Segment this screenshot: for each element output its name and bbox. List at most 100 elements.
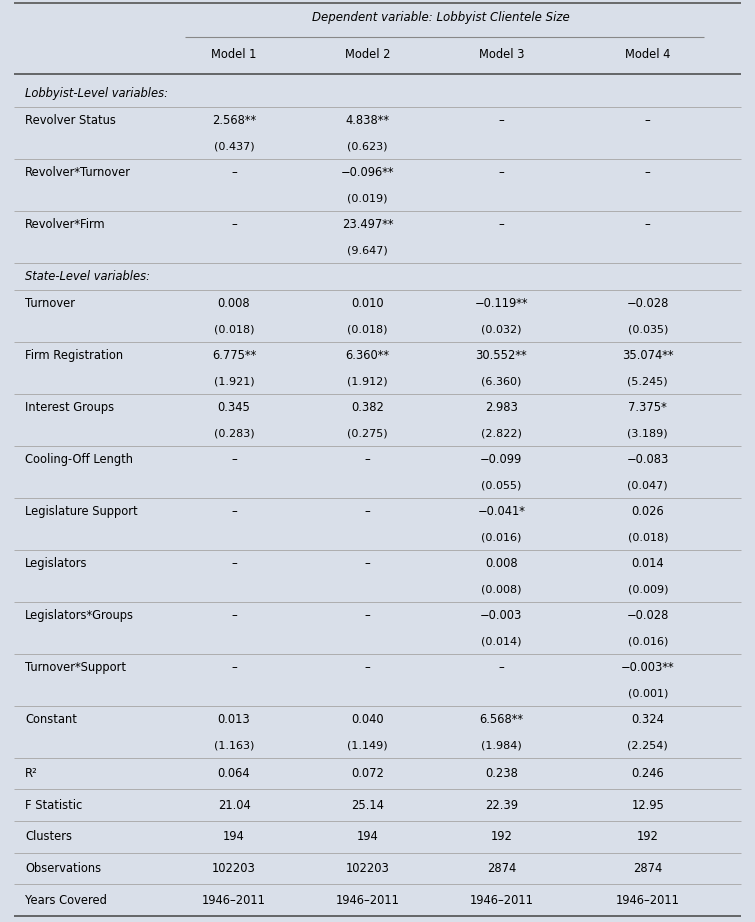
Text: 4.838**: 4.838** <box>346 114 390 127</box>
Text: Clusters: Clusters <box>25 831 72 844</box>
Text: –: – <box>365 453 371 467</box>
Text: 6.568**: 6.568** <box>479 713 523 726</box>
Text: (0.032): (0.032) <box>481 325 522 335</box>
Text: 0.345: 0.345 <box>217 401 251 414</box>
Text: –: – <box>231 661 237 674</box>
Text: Turnover: Turnover <box>25 297 75 310</box>
Text: –: – <box>498 114 504 127</box>
Text: (0.009): (0.009) <box>627 585 668 595</box>
Text: (0.018): (0.018) <box>214 325 254 335</box>
Text: 2.983: 2.983 <box>485 401 518 414</box>
Text: State-Level variables:: State-Level variables: <box>25 270 150 283</box>
Text: R²: R² <box>25 767 38 780</box>
Text: (0.001): (0.001) <box>627 689 668 699</box>
Text: 102203: 102203 <box>346 862 390 875</box>
Text: –: – <box>498 661 504 674</box>
Text: Interest Groups: Interest Groups <box>25 401 114 414</box>
Text: −0.099: −0.099 <box>480 453 522 467</box>
Text: 1946–2011: 1946–2011 <box>470 893 533 906</box>
Text: –: – <box>645 166 651 179</box>
Text: F Statistic: F Statistic <box>25 798 82 811</box>
Text: Model 4: Model 4 <box>625 49 670 62</box>
Text: 7.375*: 7.375* <box>628 401 667 414</box>
Text: –: – <box>365 505 371 518</box>
Text: −0.028: −0.028 <box>627 609 669 622</box>
Text: –: – <box>645 219 651 231</box>
Text: 1946–2011: 1946–2011 <box>616 893 680 906</box>
Text: (1.984): (1.984) <box>481 740 522 751</box>
Text: (1.912): (1.912) <box>347 377 388 386</box>
Text: 12.95: 12.95 <box>631 798 664 811</box>
Text: 2874: 2874 <box>487 862 516 875</box>
Text: 0.008: 0.008 <box>217 297 251 310</box>
Text: (0.018): (0.018) <box>347 325 388 335</box>
Text: −0.119**: −0.119** <box>475 297 528 310</box>
Text: –: – <box>231 505 237 518</box>
Text: 25.14: 25.14 <box>351 798 384 811</box>
Text: (1.921): (1.921) <box>214 377 254 386</box>
Text: (0.623): (0.623) <box>347 142 388 151</box>
Text: 0.040: 0.040 <box>351 713 384 726</box>
Text: 23.497**: 23.497** <box>342 219 393 231</box>
Text: 21.04: 21.04 <box>217 798 251 811</box>
Text: (0.014): (0.014) <box>481 636 522 646</box>
Text: Legislature Support: Legislature Support <box>25 505 137 518</box>
Text: −0.096**: −0.096** <box>341 166 394 179</box>
Text: 0.026: 0.026 <box>631 505 664 518</box>
Text: (0.016): (0.016) <box>481 533 522 542</box>
Text: 2.568**: 2.568** <box>212 114 256 127</box>
Text: –: – <box>231 166 237 179</box>
Text: Legislators: Legislators <box>25 557 88 570</box>
Text: –: – <box>365 609 371 622</box>
Text: (9.647): (9.647) <box>347 245 388 255</box>
Text: (0.016): (0.016) <box>627 636 668 646</box>
Text: 1946–2011: 1946–2011 <box>336 893 399 906</box>
Text: (1.149): (1.149) <box>347 740 388 751</box>
Text: 0.008: 0.008 <box>485 557 518 570</box>
Text: 2874: 2874 <box>633 862 662 875</box>
Text: 194: 194 <box>223 831 245 844</box>
Text: 0.013: 0.013 <box>217 713 251 726</box>
Text: 0.382: 0.382 <box>351 401 384 414</box>
Text: 0.064: 0.064 <box>217 767 251 780</box>
Text: 192: 192 <box>637 831 658 844</box>
Text: 6.775**: 6.775** <box>212 349 256 362</box>
Text: 194: 194 <box>357 831 378 844</box>
Text: –: – <box>231 557 237 570</box>
Text: −0.083: −0.083 <box>627 453 669 467</box>
Text: Lobbyist-Level variables:: Lobbyist-Level variables: <box>25 87 168 100</box>
Text: 102203: 102203 <box>212 862 256 875</box>
Text: Legislators*Groups: Legislators*Groups <box>25 609 134 622</box>
Text: (6.360): (6.360) <box>481 377 522 386</box>
Text: Constant: Constant <box>25 713 77 726</box>
Text: –: – <box>231 453 237 467</box>
Text: (0.018): (0.018) <box>627 533 668 542</box>
Text: (0.008): (0.008) <box>481 585 522 595</box>
Text: (0.437): (0.437) <box>214 142 254 151</box>
Text: (0.055): (0.055) <box>481 480 522 491</box>
Text: Revolver Status: Revolver Status <box>25 114 116 127</box>
Text: (0.275): (0.275) <box>347 429 388 439</box>
Text: –: – <box>365 661 371 674</box>
Text: (2.822): (2.822) <box>481 429 522 439</box>
Text: −0.003: −0.003 <box>480 609 522 622</box>
Text: –: – <box>365 557 371 570</box>
Text: −0.003**: −0.003** <box>621 661 675 674</box>
Text: (0.035): (0.035) <box>627 325 668 335</box>
Text: 0.238: 0.238 <box>485 767 518 780</box>
Text: 0.014: 0.014 <box>631 557 664 570</box>
Text: Cooling-Off Length: Cooling-Off Length <box>25 453 133 467</box>
Text: (2.254): (2.254) <box>627 740 668 751</box>
Text: –: – <box>498 166 504 179</box>
Text: Model 2: Model 2 <box>345 49 390 62</box>
Text: Years Covered: Years Covered <box>25 893 106 906</box>
Text: −0.028: −0.028 <box>627 297 669 310</box>
Text: 1946–2011: 1946–2011 <box>202 893 266 906</box>
Text: 192: 192 <box>491 831 512 844</box>
Text: Firm Registration: Firm Registration <box>25 349 123 362</box>
Text: –: – <box>231 609 237 622</box>
Text: –: – <box>645 114 651 127</box>
Text: 22.39: 22.39 <box>485 798 518 811</box>
Text: 0.010: 0.010 <box>351 297 384 310</box>
Text: Revolver*Firm: Revolver*Firm <box>25 219 106 231</box>
